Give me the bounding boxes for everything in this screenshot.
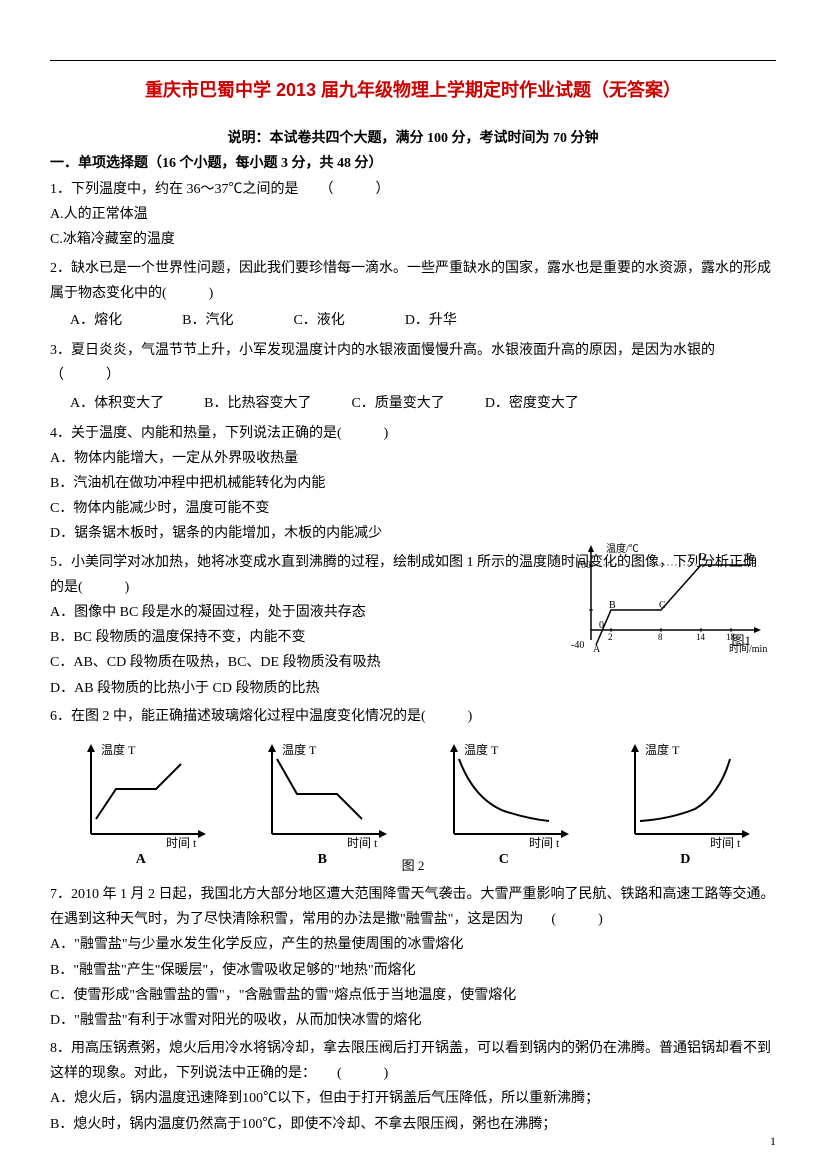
q4-optC: C．物体内能减少时，温度可能不变 <box>50 496 776 521</box>
q3-optD: D．密度变大了 <box>485 391 579 416</box>
q4-optA: A．物体内能增大，一定从外界吸收热量 <box>50 446 776 471</box>
page-number: 1 <box>770 1134 776 1149</box>
q7-optB: B．"融雪盐"产生"保暖层"，使冰雪吸收足够的"地热"而熔化 <box>50 958 776 983</box>
svg-text:14: 14 <box>696 632 706 642</box>
q8-optA: A．熄火后，锅内温度迅速降到100℃以下，但由于打开锅盖后气压降低，所以重新沸腾… <box>50 1086 776 1111</box>
svg-text:-40: -40 <box>571 640 584 651</box>
svg-text:时间 t: 时间 t <box>529 836 560 849</box>
q5-optD: D．AB 段物质的比热小于 CD 段物质的比热 <box>50 676 580 701</box>
svg-text:8: 8 <box>658 632 663 642</box>
q1-optA: A.人的正常体温 <box>50 202 776 227</box>
svg-text:B: B <box>609 600 616 611</box>
chart-2a: 温度 T 时间 t A <box>66 739 216 868</box>
chart-2c: 温度 T 时间 t C <box>429 739 579 868</box>
q4-text: 4．关于温度、内能和热量，下列说法正确的是( ) <box>50 426 388 441</box>
svg-text:温度 T: 温度 T <box>464 742 499 757</box>
q5-optB: B．BC 段物质的温度保持不变，内能不变 <box>50 625 580 650</box>
q8-optB: B．熄火时，锅内温度仍然高于100℃，即使不冷却、不拿去限压阀，粥也在沸腾； <box>50 1112 776 1137</box>
header-line <box>50 60 776 61</box>
question-7: 7．2010 年 1 月 2 日起，我国北方大部分地区遭大范围降雪天气袭击。大雪… <box>50 882 776 1033</box>
question-1: 1．下列温度中，约在 36～37℃之间的是 （ ） A.人的正常体温 C.冰箱冷… <box>50 177 776 253</box>
q6-text: 6．在图 2 中，能正确描述玻璃熔化过程中温度变化情况的是( ) <box>50 709 472 724</box>
figure-2-charts: 温度 T 时间 t A 温度 T 时间 t B 温度 T 时间 t C <box>50 739 776 868</box>
q2-optC: C．液化 <box>293 308 344 333</box>
q2-optA: A．熔化 <box>70 308 122 333</box>
svg-text:100: 100 <box>576 560 591 571</box>
chart-2c-label: C <box>429 852 579 868</box>
svg-text:时间 t: 时间 t <box>166 836 197 849</box>
q7-optC: C．使雪形成"含融雪盐的雪"，"含融雪盐的雪"熔点低于当地温度，使雪熔化 <box>50 983 776 1008</box>
svg-text:温度 T: 温度 T <box>282 742 317 757</box>
instruction-text: 说明：本试卷共四个大题，满分 100 分，考试时间为 70 分钟 <box>50 127 776 147</box>
chart-2b: 温度 T 时间 t B <box>247 739 397 868</box>
chart-2d-label: D <box>610 852 760 868</box>
q3-optB: B．比热容变大了 <box>204 391 311 416</box>
q3-optC: C．质量变大了 <box>351 391 444 416</box>
section-1-header: 一．单项选择题（16 个小题，每小题 3 分，共 48 分） <box>50 152 776 172</box>
q2-text: 2．缺水已是一个世界性问题，因此我们要珍惜每一滴水。一些严重缺水的国家，露水也是… <box>50 261 771 301</box>
chart-2b-label: B <box>247 852 397 868</box>
q7-text: 7．2010 年 1 月 2 日起，我国北方大部分地区遭大范围降雪天气袭击。大雪… <box>50 887 775 927</box>
q7-optD: D．"融雪盐"有利于冰雪对阳光的吸收，从而加快冰雪的熔化 <box>50 1008 776 1033</box>
question-5: 5．小美同学对冰加热，她将冰变成水直到沸腾的过程，绘制成如图 1 所示的温度随时… <box>50 550 580 701</box>
q3-text: 3．夏日炎炎，气温节节上升，小军发现温度计内的水银液面慢慢升高。水银液面升高的原… <box>50 343 743 383</box>
q2-optD: D．升华 <box>405 308 457 333</box>
q3-optA: A．体积变大了 <box>70 391 164 416</box>
svg-text:温度 T: 温度 T <box>645 742 680 757</box>
q7-optA: A．"融雪盐"与少量水发生化学反应，产生的热量使周围的冰雪熔化 <box>50 932 776 957</box>
svg-text:E: E <box>746 552 752 563</box>
q2-optB: B．汽化 <box>182 308 233 333</box>
svg-text:D: D <box>699 552 706 563</box>
svg-text:时间 t: 时间 t <box>710 836 741 849</box>
svg-text:A: A <box>593 644 601 655</box>
question-6: 6．在图 2 中，能正确描述玻璃熔化过程中温度变化情况的是( ) <box>50 704 776 729</box>
page-title: 重庆市巴蜀中学 2013 届九年级物理上学期定时作业试题（无答案） <box>50 76 776 102</box>
svg-text:时间 t: 时间 t <box>347 836 378 849</box>
q1-text: 1．下列温度中，约在 36～37℃之间的是 （ ） <box>50 182 390 197</box>
question-8: 8．用高压锅煮粥，熄火后用冷水将锅冷却，拿去限压阀后打开锅盖，可以看到锅内的粥仍… <box>50 1036 776 1137</box>
chart-2d: 温度 T 时间 t D <box>610 739 760 868</box>
q4-optB: B．汽油机在做功冲程中把机械能转化为内能 <box>50 471 776 496</box>
svg-text:C: C <box>659 600 666 611</box>
svg-text:2: 2 <box>608 632 613 642</box>
q5-optC: C．AB、CD 段物质在吸热，BC、DE 段物质没有吸热 <box>50 650 580 675</box>
svg-text:温度 T: 温度 T <box>101 742 136 757</box>
q5-optA: A．图像中 BC 段是水的凝固过程，处于固液共存态 <box>50 600 580 625</box>
question-3: 3．夏日炎炎，气温节节上升，小军发现温度计内的水银液面慢慢升高。水银液面升高的原… <box>50 338 776 416</box>
question-2: 2．缺水已是一个世界性问题，因此我们要珍惜每一滴水。一些严重缺水的国家，露水也是… <box>50 256 776 334</box>
q1-optC: C.冰箱冷藏室的温度 <box>50 227 776 252</box>
svg-text:温度/℃: 温度/℃ <box>606 542 639 555</box>
figure-1-label: 图1 <box>731 630 751 649</box>
question-4: 4．关于温度、内能和热量，下列说法正确的是( ) A．物体内能增大，一定从外界吸… <box>50 421 776 547</box>
q8-text: 8．用高压锅煮粥，熄火后用冷水将锅冷却，拿去限压阀后打开锅盖，可以看到锅内的粥仍… <box>50 1041 771 1081</box>
chart-2a-label: A <box>66 852 216 868</box>
